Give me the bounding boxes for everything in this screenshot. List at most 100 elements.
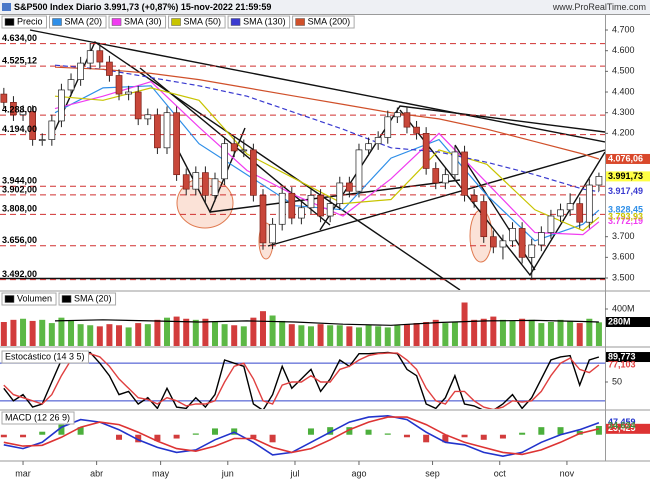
volume-bar (442, 323, 449, 346)
volume-bar (519, 318, 526, 346)
y-tick-label: 4.600 (612, 45, 635, 55)
volume-bar (365, 325, 372, 346)
volume-bar (154, 319, 161, 346)
value-label: 3.917,49 (608, 186, 643, 196)
legend-box (168, 15, 226, 29)
candle-body (585, 184, 593, 223)
panel-frame (0, 14, 650, 462)
candle-body (566, 203, 574, 211)
y-tick-label: 3.700 (612, 231, 635, 241)
volume-bar (231, 325, 238, 346)
volume-bar (432, 319, 439, 346)
candle-body (288, 192, 296, 219)
volume-bar (29, 320, 36, 346)
legend-label: Estocástico (14 3 5) (5, 351, 85, 361)
oscillator-line (3, 352, 600, 409)
panel (0, 302, 602, 346)
macd-line (3, 414, 600, 458)
histogram-bar (39, 431, 46, 435)
candle-body (106, 61, 113, 76)
candle-body (269, 223, 276, 244)
level-label: 3.902,00 (2, 184, 37, 194)
candle-body (19, 111, 27, 116)
volume-bar (288, 324, 295, 346)
legend-box (49, 15, 107, 29)
level-label: 3.808,00 (2, 204, 37, 214)
volume-bar (509, 320, 516, 346)
panel (0, 351, 605, 409)
legend-box (1, 350, 90, 364)
candle-body (557, 209, 564, 217)
volume-bar (68, 320, 75, 346)
legend-label: SMA (20) (74, 293, 112, 303)
volume-bar (144, 324, 151, 346)
trend-line (209, 179, 461, 213)
volume-bar (250, 317, 257, 346)
sma-line (54, 66, 600, 160)
volume-bar (423, 322, 430, 346)
y-tick-label: 4.700 (612, 24, 635, 34)
sma-line (54, 85, 600, 242)
volume-bar (106, 324, 113, 346)
histogram-bar (327, 427, 334, 435)
value-label-box (606, 317, 650, 328)
y-tick-label: 4.200 (612, 128, 635, 138)
histogram-bar (250, 434, 257, 439)
histogram-bar (58, 424, 65, 435)
legend-box (227, 15, 291, 29)
trend-line (399, 109, 605, 277)
volume-bar (394, 325, 401, 346)
candle-body (307, 194, 315, 209)
histogram-bar (173, 434, 180, 439)
histogram-bar (346, 427, 353, 435)
legend-swatch (111, 18, 122, 26)
level-label: 3.492,00 (2, 269, 37, 279)
volume-bar (480, 318, 487, 346)
level-label: 4.194,00 (2, 124, 37, 134)
volume-bar (173, 316, 180, 346)
x-tick-label: ago (351, 468, 366, 478)
volume-bar (240, 326, 247, 346)
candle-body (298, 207, 305, 219)
candle-body (221, 143, 228, 180)
level-label: 3.944,00 (2, 176, 37, 186)
volume-bar (317, 324, 324, 346)
legend-box (1, 411, 75, 425)
candle-body (403, 112, 411, 128)
legend-swatch (4, 18, 15, 26)
candle-body (336, 182, 344, 204)
value-label: 3.793,93 (608, 212, 643, 222)
candle-body (163, 112, 171, 149)
histogram-bar (77, 427, 84, 435)
header-bar (0, 0, 650, 14)
legend-label: SMA (30) (124, 16, 162, 26)
y-tick-label: 4.300 (612, 107, 635, 117)
volume-bar (595, 322, 602, 346)
volume-bar (461, 302, 468, 346)
histogram-bar (423, 434, 430, 443)
volume-sma-line (54, 319, 599, 326)
volume-bar (279, 320, 286, 346)
legend-swatch (230, 18, 241, 26)
volume-bar (567, 320, 574, 346)
sma-line (54, 81, 600, 236)
volume-bar (576, 323, 583, 346)
candle-body (394, 112, 401, 118)
candle-body (211, 178, 219, 196)
value-label-box (606, 153, 650, 164)
candle-body (576, 203, 584, 223)
legend-label: SMA (200) (308, 16, 351, 26)
histogram-bar (20, 434, 27, 438)
y-tick-label: 4.400 (612, 86, 635, 96)
volume-bar (77, 324, 84, 346)
y-tick-label: 3.500 (612, 272, 635, 282)
histogram-bar (442, 434, 449, 443)
trend-line (29, 29, 605, 143)
volume-bar (116, 325, 123, 346)
candle-body (38, 139, 46, 141)
candle-body (528, 244, 536, 258)
histogram-bar (116, 434, 123, 440)
x-tick-label: oct (494, 468, 507, 478)
candle-body (154, 114, 161, 149)
